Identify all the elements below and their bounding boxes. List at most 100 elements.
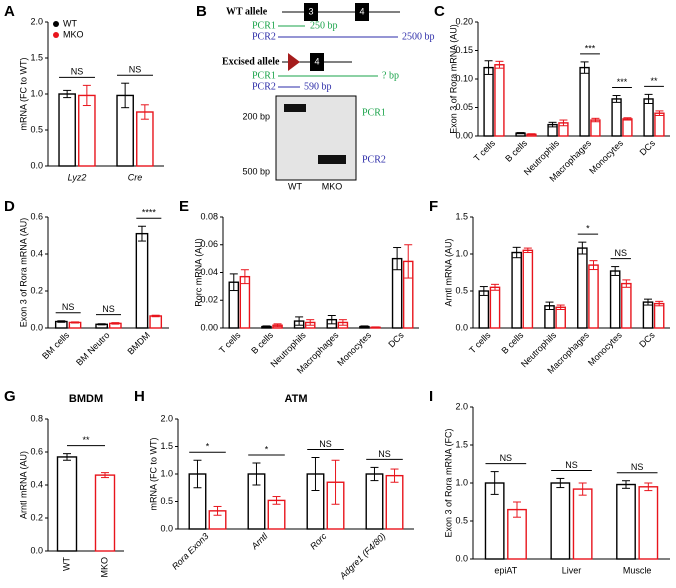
panel-letter: B bbox=[196, 3, 207, 20]
x-tick-label: Rorc bbox=[308, 531, 329, 552]
y-axis-label: Exon 3 of Rora mRNA (AU) bbox=[18, 218, 28, 328]
error-bar bbox=[213, 505, 222, 516]
bar bbox=[643, 98, 654, 137]
exon-label: 4 bbox=[359, 6, 364, 16]
error-bar bbox=[479, 286, 488, 296]
bar bbox=[365, 473, 384, 530]
legend-marker bbox=[53, 32, 59, 38]
bar bbox=[522, 249, 534, 329]
error-bar bbox=[63, 89, 72, 99]
panel-letter: F bbox=[429, 198, 438, 215]
bar bbox=[622, 118, 633, 137]
panel-letter: G bbox=[4, 388, 16, 405]
chart-title: ATM bbox=[284, 393, 307, 405]
y-axis-label: Arntl mRNA (AU) bbox=[443, 238, 453, 306]
bar bbox=[590, 119, 601, 137]
error-bar bbox=[311, 457, 320, 491]
legend-marker bbox=[53, 21, 59, 27]
bar bbox=[56, 456, 78, 552]
x-tick-label: B cells bbox=[503, 138, 529, 164]
bar bbox=[550, 482, 571, 560]
chart-title: BMDM bbox=[69, 393, 103, 405]
error-bar bbox=[589, 260, 598, 271]
y-tick-label: 1.0 bbox=[30, 88, 43, 98]
y-tick-label: 0.0 bbox=[30, 545, 43, 555]
significance-label: * bbox=[206, 442, 210, 452]
y-tick-label: 0.5 bbox=[455, 285, 468, 295]
error-bar bbox=[512, 246, 521, 259]
significance-label: *** bbox=[585, 43, 596, 53]
significance-label: ** bbox=[650, 76, 658, 86]
error-bar bbox=[527, 133, 536, 136]
panel-letter: D bbox=[4, 198, 15, 215]
bar bbox=[555, 306, 566, 329]
exon bbox=[304, 3, 318, 21]
error-bar bbox=[622, 480, 631, 489]
bar bbox=[494, 64, 505, 137]
bar bbox=[609, 270, 621, 329]
y-tick-label: 0.6 bbox=[30, 446, 43, 456]
significance-label: *** bbox=[617, 77, 628, 87]
error-bar bbox=[295, 316, 304, 326]
error-bar bbox=[229, 273, 238, 292]
gel-band bbox=[318, 155, 346, 164]
x-tick-label: Rora Exon3 bbox=[170, 531, 211, 572]
y-tick-label: 0.10 bbox=[455, 73, 473, 83]
y-tick-label: 1.5 bbox=[455, 211, 468, 221]
product-size: 590 bp bbox=[304, 81, 332, 92]
error-bar bbox=[490, 471, 499, 495]
x-tick-label: T cells bbox=[467, 330, 493, 356]
bar bbox=[136, 111, 154, 167]
marker-label: 200 bp bbox=[242, 111, 270, 121]
y-tick-label: 1.5 bbox=[30, 52, 43, 62]
y-axis-label: mRNA (FC to WT) bbox=[148, 438, 158, 511]
y-tick-label: 0.00 bbox=[200, 322, 218, 332]
error-bar bbox=[331, 459, 340, 505]
significance-label: NS bbox=[614, 248, 627, 258]
x-tick-label: Adgre1 (F4/80) bbox=[337, 531, 388, 582]
error-bar bbox=[101, 472, 109, 479]
gel-label: PCR1 bbox=[362, 107, 386, 118]
error-bar bbox=[272, 496, 281, 505]
error-bar bbox=[611, 266, 620, 276]
x-tick-label: Liver bbox=[562, 565, 582, 575]
x-tick-label: BM Neutro bbox=[74, 330, 111, 367]
y-axis-label: Exon 3 of Rora mRNA (FC) bbox=[443, 428, 453, 537]
error-bar bbox=[591, 117, 600, 123]
y-tick-label: 0.5 bbox=[30, 124, 43, 134]
x-tick-label: Lyz2 bbox=[68, 172, 87, 182]
bar bbox=[621, 282, 632, 329]
y-tick-label: 1.0 bbox=[455, 248, 468, 258]
error-bar bbox=[240, 269, 249, 285]
x-tick-label: epiAT bbox=[494, 565, 517, 575]
x-tick-label: DCs bbox=[638, 138, 658, 158]
x-tick-label: WT bbox=[61, 557, 71, 571]
error-bar bbox=[63, 453, 71, 461]
loxp-site bbox=[288, 53, 300, 71]
y-tick-label: 0.04 bbox=[200, 267, 218, 277]
x-tick-label: B cells bbox=[249, 330, 275, 356]
x-tick-label: T cells bbox=[472, 138, 498, 164]
y-tick-label: 0.8 bbox=[30, 413, 43, 423]
bar bbox=[149, 315, 163, 329]
error-bar bbox=[622, 279, 631, 288]
x-tick-label: Muscle bbox=[623, 565, 652, 575]
primer-label: PCR2 bbox=[252, 81, 276, 92]
y-tick-label: 0.5 bbox=[160, 496, 173, 506]
error-bar bbox=[371, 326, 380, 329]
significance-label: NS bbox=[500, 453, 513, 463]
exon-label: 4 bbox=[314, 56, 319, 66]
error-bar bbox=[121, 82, 130, 109]
y-tick-label: 1.5 bbox=[160, 441, 173, 451]
bar bbox=[135, 232, 149, 329]
error-bar bbox=[140, 104, 149, 120]
error-bar bbox=[523, 247, 532, 254]
bar bbox=[616, 483, 636, 560]
marker-label: 500 bp bbox=[242, 166, 270, 176]
error-bar bbox=[548, 121, 557, 128]
legend-label: WT bbox=[63, 18, 77, 28]
y-tick-label: 0.2 bbox=[30, 512, 43, 522]
lane-label: MKO bbox=[322, 181, 343, 191]
